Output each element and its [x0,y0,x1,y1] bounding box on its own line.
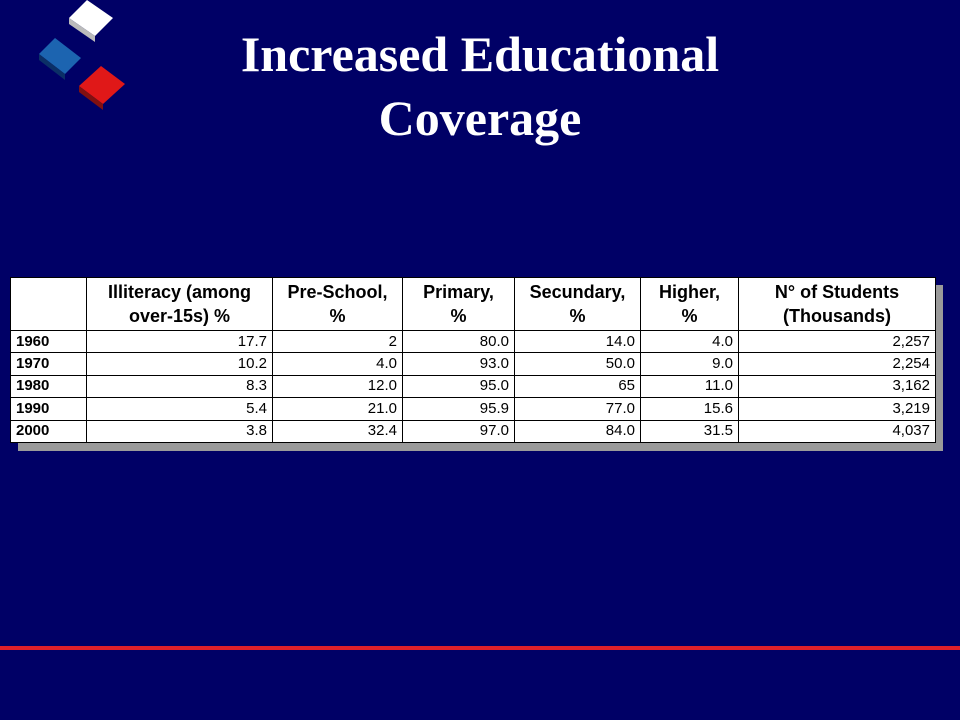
header-cell: Secundary,% [514,277,641,331]
header-line: Secundary, [529,282,626,302]
header-line: % [450,306,467,326]
value-cell: 2,254 [738,352,936,376]
value-cell: 84.0 [514,419,641,444]
header-line: Higher, [658,282,720,302]
value-cell: 4,037 [738,419,936,444]
value-cell: 80.0 [402,329,515,354]
table-row: 1970 10.2 4.0 93.0 50.0 9.0 2,254 [10,352,936,376]
value-cell: 31.5 [640,419,739,444]
table-row: 1980 8.3 12.0 95.0 65 11.0 3,162 [10,374,936,399]
value-cell: 10.2 [86,352,273,376]
blue-cube-top [39,38,81,74]
header-line: % [569,306,586,326]
value-cell: 3.8 [86,419,273,444]
value-cell: 8.3 [86,374,273,399]
red-cube-top [79,66,125,104]
value-cell: 50.0 [514,352,641,376]
value-cell: 17.7 [86,329,273,354]
slide-title: Increased Educational Coverage [180,22,780,150]
header-line: N° of Students [774,282,900,302]
value-cell: 97.0 [402,419,515,444]
value-cell: 21.0 [272,397,403,421]
red-cube-side [79,86,103,110]
value-cell: 93.0 [402,352,515,376]
table-row: 1960 17.7 2 80.0 14.0 4.0 2,257 [10,329,936,354]
value-cell: 4.0 [640,329,739,354]
header-cell: Primary,% [402,277,515,331]
header-cell: Higher,% [640,277,739,331]
corner-cell [10,277,87,331]
value-cell: 77.0 [514,397,641,421]
header-line: Primary, [423,282,494,302]
year-cell: 1970 [10,352,87,376]
cube-logo [39,0,125,110]
value-cell: 65 [514,374,641,399]
header-line: Illiteracy (among [107,282,252,302]
data-table: Illiteracy (among over-15s) % Pre-School,%… [10,277,936,444]
value-cell: 5.4 [86,397,273,421]
year-cell: 1980 [10,374,87,399]
value-cell: 2 [272,329,403,354]
header-cell: Illiteracy (among over-15s) % [86,277,273,331]
header-line: % [681,306,698,326]
header-line: (Thousands) [783,306,891,326]
value-cell: 9.0 [640,352,739,376]
title-line: Coverage [378,90,582,146]
value-cell: 95.0 [402,374,515,399]
header-cell: Pre-School,% [272,277,403,331]
footer-rule [0,646,960,650]
header-row: Illiteracy (among over-15s) % Pre-School,%… [10,277,936,331]
table-row: 1990 5.4 21.0 95.9 77.0 15.6 3,219 [10,397,936,421]
header-line: over-15s) % [128,306,231,326]
value-cell: 15.6 [640,397,739,421]
value-cell: 32.4 [272,419,403,444]
value-cell: 11.0 [640,374,739,399]
year-cell: 1960 [10,329,87,354]
header-line: % [329,306,346,326]
value-cell: 4.0 [272,352,403,376]
value-cell: 2,257 [738,329,936,354]
header-line: Pre-School, [287,282,388,302]
title-line: Increased Educational [240,26,720,82]
year-cell: 2000 [10,419,87,444]
header-cell: N° of Students (Thousands) [738,277,936,331]
value-cell: 3,219 [738,397,936,421]
white-cube-top [69,0,113,36]
white-cube-side [69,18,95,42]
value-cell: 14.0 [514,329,641,354]
value-cell: 95.9 [402,397,515,421]
value-cell: 12.0 [272,374,403,399]
year-cell: 1990 [10,397,87,421]
table-row: 2000 3.8 32.4 97.0 84.0 31.5 4,037 [10,419,936,444]
blue-cube-side [39,54,65,80]
value-cell: 3,162 [738,374,936,399]
